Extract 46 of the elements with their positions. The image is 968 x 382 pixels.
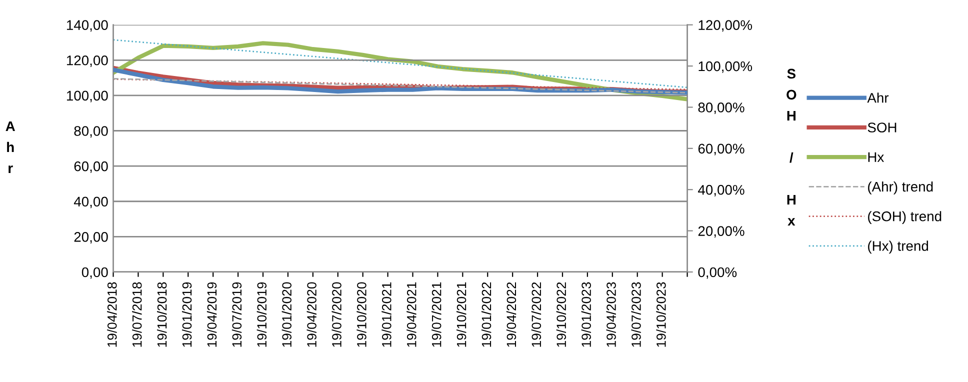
y-tick-label: 120,00	[66, 55, 108, 67]
y2-tick-label: 60,00%	[698, 144, 744, 156]
x-tick-label: 19/04/2020	[306, 282, 316, 347]
x-tick-label: 19/10/2023	[656, 282, 666, 347]
x-tick-label: 19/10/2020	[356, 282, 366, 347]
x-tick-label: 19/07/2022	[531, 282, 542, 347]
x-tick-label: 19/01/2019	[182, 282, 192, 347]
x-tick-label: 19/07/2023	[631, 282, 641, 347]
y2-tick-label: 120,00%	[698, 20, 752, 32]
x-tick-label: 19/07/2020	[332, 282, 342, 347]
x-tick-label: 19/07/2019	[232, 282, 242, 347]
y2-tick-label: 100,00%	[698, 61, 752, 73]
legend-label: (SOH) trend	[868, 211, 942, 224]
legend-label: Hx	[868, 152, 884, 162]
legend-label: Ahr	[867, 92, 889, 103]
x-tick-label: 19/10/2019	[256, 282, 267, 347]
x-tick-label: 19/04/2022	[506, 282, 516, 347]
y2-tick-label: 0,00%	[698, 267, 737, 279]
y-axis-title: Ahr	[6, 121, 16, 173]
legend-label: (Ahr) trend	[868, 181, 933, 194]
x-tick-label: 19/04/2021	[406, 282, 416, 347]
x-tick-label: 19/10/2021	[456, 282, 466, 347]
y-tick-label: 60,00	[74, 161, 108, 173]
y2-tick-label: 40,00%	[698, 184, 744, 196]
x-tick-label: 19/10/2022	[556, 282, 566, 347]
y-tick-label: 140,00	[66, 20, 108, 32]
x-tick-label: 19/07/2018	[132, 282, 142, 347]
x-tick-label: 19/01/2023	[581, 282, 591, 347]
y-tick-label: 0,00	[82, 267, 108, 279]
x-tick-label: 19/01/2020	[282, 282, 292, 347]
x-tick-label: 19/07/2021	[432, 282, 442, 347]
x-tick-label: 19/04/2019	[206, 282, 217, 347]
legend-label: (Hx) trend	[868, 240, 928, 254]
text: SOH / Hx	[786, 68, 796, 226]
y2-tick-label: 80,00%	[698, 102, 744, 114]
x-tick-label: 19/01/2022	[481, 282, 492, 347]
y2-tick-label: 20,00%	[698, 226, 744, 238]
x-tick-label: 19/04/2023	[606, 282, 616, 347]
y-tick-label: 80,00	[74, 126, 108, 138]
x-tick-label: 19/10/2018	[157, 282, 167, 347]
legend-label: SOH	[868, 122, 896, 132]
y-tick-label: 20,00	[74, 232, 108, 244]
x-tick-label: 19/01/2021	[382, 282, 392, 347]
x-tick-label: 19/04/2018	[107, 282, 117, 347]
y-tick-label: 40,00	[74, 196, 108, 208]
y-tick-label: 100,00	[66, 90, 108, 102]
